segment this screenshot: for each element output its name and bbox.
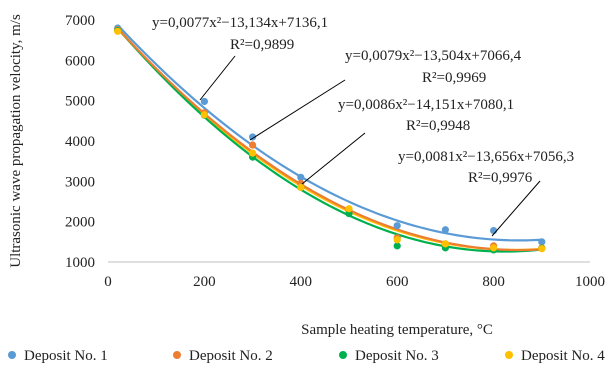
data-point-series-4 [490, 244, 498, 252]
data-point-series-4 [200, 111, 208, 119]
y-axis-title: Ultrasonic wave propagation velocity, m/… [8, 14, 24, 268]
equation-leader-line [199, 55, 236, 101]
trend-r2-series-1: R²=0,9899 [230, 37, 294, 53]
x-tick-label: 400 [290, 274, 313, 290]
y-tick-label: 4000 [65, 134, 95, 150]
equation-leader-line [301, 132, 366, 185]
trend-equations: y=0,0077x²−13,134x+7136,1 R²=0,9899 y=0,00… [152, 15, 574, 237]
legend-marker-series-1 [8, 351, 16, 359]
trendline-series-1 [116, 24, 542, 242]
data-point-series-4 [114, 27, 122, 35]
legend-label-series-4: Deposit No. 4 [521, 348, 605, 364]
trendline-series-2 [116, 27, 542, 252]
x-tick-label: 200 [193, 274, 216, 290]
x-tick-label: 600 [386, 274, 409, 290]
equation-leader-line [491, 180, 541, 237]
data-point-series-2 [249, 141, 257, 149]
y-tick-label: 2000 [65, 215, 95, 231]
y-tick-label: 7000 [65, 13, 95, 29]
trend-r2-series-4: R²=0,9976 [468, 170, 533, 186]
data-point-series-1 [297, 173, 305, 181]
y-tick-label: 3000 [65, 174, 95, 190]
data-point-series-1 [538, 238, 546, 246]
y-tick-label: 6000 [65, 53, 95, 69]
y-tick-label: 1000 [65, 255, 95, 271]
data-point-series-4 [297, 183, 305, 191]
data-point-series-4 [345, 205, 353, 213]
legend-label-series-3: Deposit No. 3 [355, 348, 439, 364]
trend-equation-series-3: y=0,0086x²−14,151x+7080,1 [338, 97, 514, 113]
legend-marker-series-2 [173, 351, 181, 359]
trendlines [116, 24, 542, 253]
data-point-series-4 [249, 149, 257, 157]
x-tick-label: 800 [482, 274, 505, 290]
x-axis-title: Sample heating temperature, °C [301, 322, 493, 338]
legend-marker-series-3 [339, 351, 347, 359]
legend: Deposit No. 1 Deposit No. 2 Deposit No. 3 D… [8, 348, 605, 364]
x-tick-label: 1000 [575, 274, 605, 290]
x-tick-label: 0 [104, 274, 112, 290]
data-point-series-4 [441, 240, 449, 248]
data-point-series-1 [249, 133, 257, 141]
trend-r2-series-2: R²=0,9969 [422, 70, 486, 86]
trend-equation-series-1: y=0,0077x²−13,134x+7136,1 [152, 15, 328, 31]
data-point-series-1 [200, 97, 208, 106]
axes: 0 200 400 600 800 1000 1000 2000 3000 4000 5000 600… [65, 13, 605, 290]
trendline-series-3 [116, 27, 542, 253]
data-point-series-4 [393, 236, 401, 244]
data-point-series-3 [393, 242, 401, 250]
data-points [114, 24, 546, 254]
data-point-series-1 [441, 226, 449, 234]
equation-leader-line [249, 79, 346, 141]
legend-label-series-2: Deposit No. 2 [189, 348, 273, 364]
trend-r2-series-3: R²=0,9948 [406, 118, 470, 134]
legend-marker-series-4 [505, 351, 513, 359]
trend-equation-series-4: y=0,0081x²−13,656x+7056,3 [398, 149, 574, 165]
y-tick-label: 5000 [65, 94, 95, 110]
legend-label-series-1: Deposit No. 1 [24, 348, 108, 364]
trend-equation-series-2: y=0,0079x²−13,504x+7066,4 [345, 48, 522, 64]
data-point-series-1 [393, 222, 401, 230]
data-point-series-4 [538, 245, 546, 253]
